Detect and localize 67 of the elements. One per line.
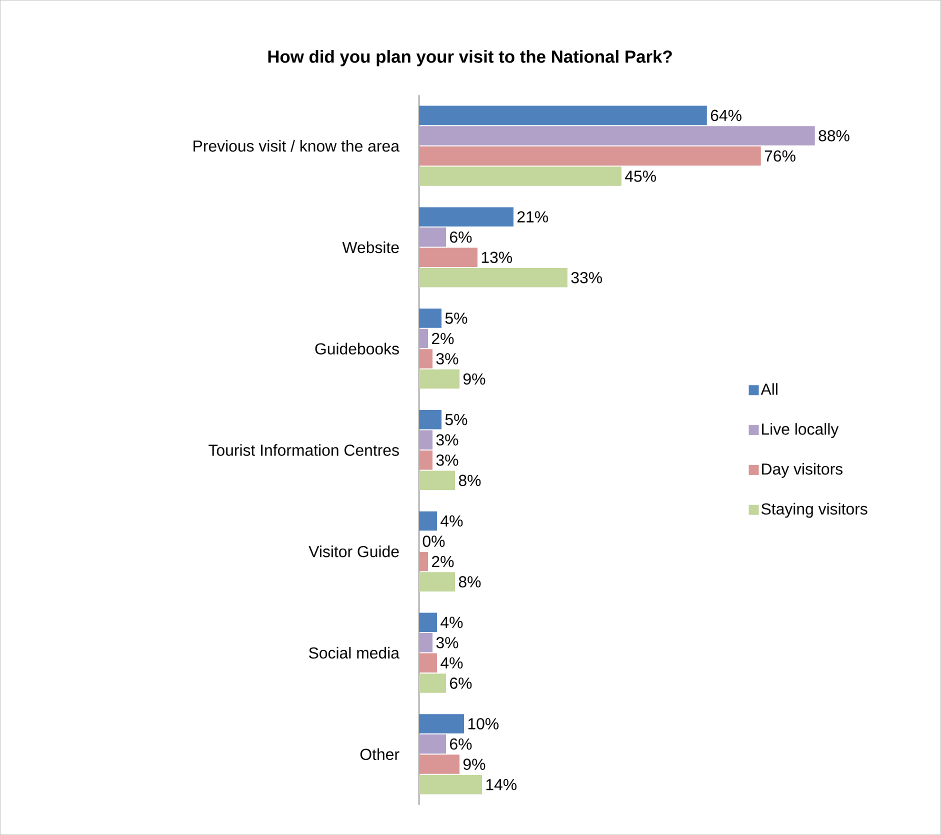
data-label: 8% (458, 474, 481, 486)
legend-label: Live locally (762, 423, 839, 438)
data-label: 6% (450, 231, 472, 243)
bar (419, 328, 428, 348)
bar (419, 166, 622, 186)
y-tick-label: Previous visit / know the area (194, 140, 400, 152)
bar (419, 430, 433, 450)
bar (419, 653, 438, 673)
data-label: 64% (710, 110, 742, 122)
data-label: 33% (571, 272, 602, 284)
data-label: 4% (440, 515, 463, 527)
data-label: 2% (432, 556, 454, 568)
data-label: 14% (486, 778, 517, 790)
y-tick-label: Visitor Guide (308, 546, 399, 558)
y-tick-label: Guidebooks (315, 342, 399, 354)
bar (419, 349, 433, 368)
bar (419, 632, 433, 652)
y-tick-label: Social media (309, 646, 400, 659)
bar (419, 248, 478, 267)
data-label: 6% (450, 678, 472, 689)
data-label: 4% (440, 616, 463, 628)
chart-title: How did you plan your visit to the National Park? (268, 50, 672, 66)
data-label: 3% (436, 454, 458, 466)
data-label: 9% (463, 373, 486, 385)
data-label: 6% (450, 738, 472, 750)
data-label: 3% (436, 353, 458, 364)
data-label: 5% (445, 414, 468, 426)
bar (419, 511, 438, 531)
data-label: 45% (624, 170, 656, 182)
data-label: 2% (432, 332, 454, 344)
bar (419, 470, 456, 490)
y-tick-label: Website (342, 241, 399, 254)
data-label: 88% (818, 130, 850, 142)
bar (419, 268, 568, 288)
bar (419, 774, 482, 794)
bar (419, 146, 761, 166)
bar (419, 207, 514, 226)
bar (419, 450, 433, 470)
legend-label: Staying visitors (761, 502, 868, 518)
data-label: 3% (436, 636, 458, 648)
bar (419, 410, 442, 430)
bar (419, 126, 815, 146)
data-label: 8% (458, 576, 481, 588)
data-label: 3% (436, 434, 458, 446)
data-label: 76% (764, 150, 796, 162)
data-label: 0% (422, 536, 445, 547)
data-label: 5% (445, 312, 468, 324)
data-label: 9% (463, 758, 486, 770)
bar (419, 674, 446, 693)
data-label: 10% (468, 718, 499, 730)
legend-label: All (760, 383, 778, 395)
data-label: 13% (482, 252, 512, 263)
bar (419, 734, 446, 754)
bar (419, 754, 460, 774)
bar (419, 572, 456, 592)
bar (419, 612, 438, 632)
legend-label: Day visitors (762, 462, 842, 478)
bar (419, 714, 464, 734)
y-tick-label: Tourist Information Centres (208, 444, 399, 456)
bar (419, 227, 446, 247)
y-tick-label: Other (360, 748, 400, 760)
data-label: 4% (440, 657, 463, 668)
bar (419, 308, 442, 328)
bar (419, 552, 428, 572)
bar (419, 369, 460, 389)
data-label: 21% (517, 211, 548, 222)
bar (419, 106, 707, 126)
